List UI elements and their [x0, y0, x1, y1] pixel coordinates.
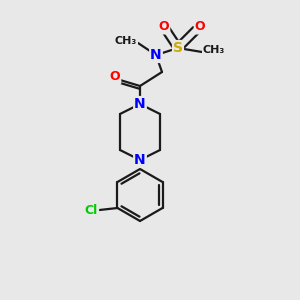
- Text: N: N: [134, 153, 146, 167]
- Text: N: N: [134, 97, 146, 111]
- Text: O: O: [195, 20, 205, 34]
- Text: N: N: [150, 48, 162, 62]
- Text: S: S: [173, 41, 183, 55]
- Text: CH₃: CH₃: [115, 36, 137, 46]
- Text: Cl: Cl: [85, 205, 98, 218]
- Text: O: O: [159, 20, 169, 34]
- Text: O: O: [110, 70, 120, 83]
- Text: CH₃: CH₃: [203, 45, 225, 55]
